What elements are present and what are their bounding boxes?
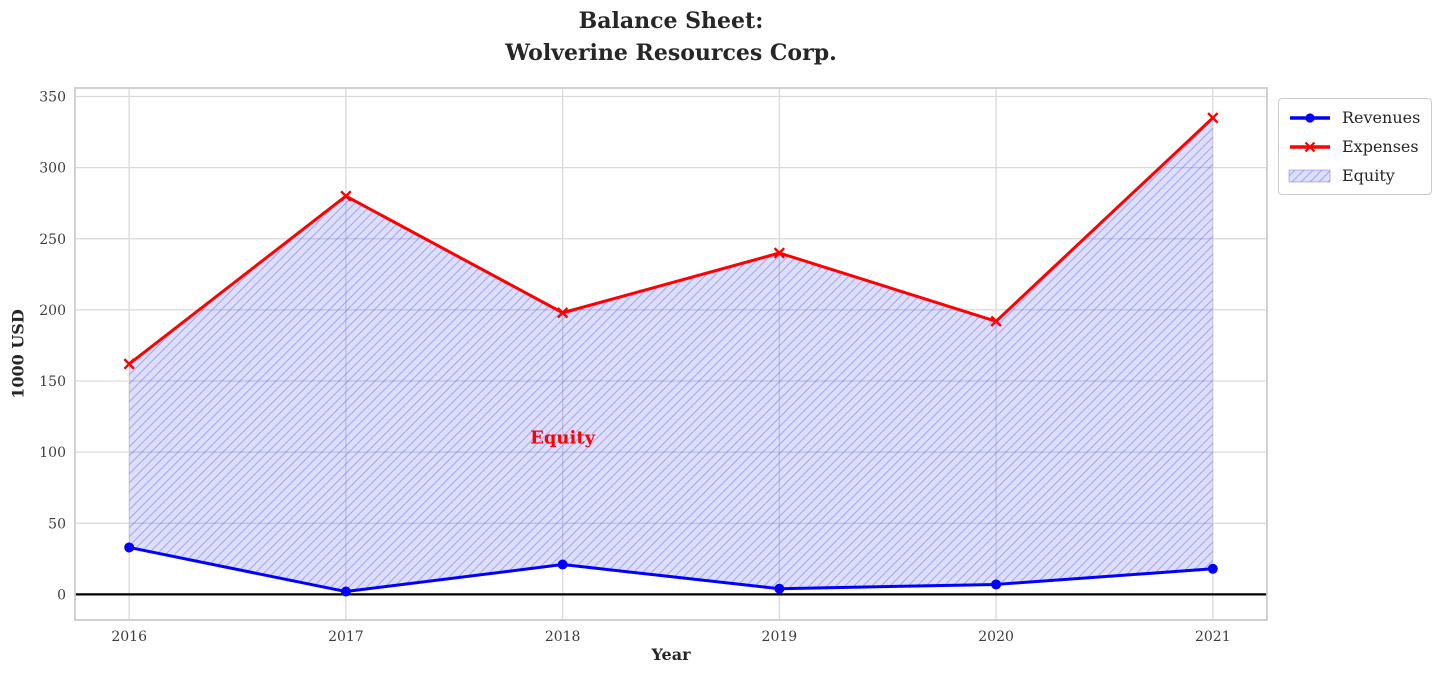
- y-tick-label: 100: [39, 445, 66, 461]
- equity-area: [129, 117, 1213, 592]
- y-tick-label: 50: [48, 516, 66, 532]
- revenues-line: [128, 545, 1213, 594]
- x-axis-label: Year: [651, 645, 691, 664]
- equity-annotation: Equity: [530, 427, 596, 449]
- y-tick-label: 200: [39, 303, 66, 319]
- legend-label-revenues: Revenues: [1342, 108, 1421, 127]
- x-tick-label: 2018: [545, 629, 581, 645]
- y-tick-label: 250: [39, 232, 66, 248]
- x-tick-label: 2020: [978, 629, 1014, 645]
- x-tick-label: 2021: [1195, 629, 1231, 645]
- legend: Revenues Expenses Equity: [1278, 98, 1433, 195]
- revenues-markers: [124, 542, 1218, 597]
- legend-label-equity: Equity: [1342, 166, 1395, 185]
- legend-item-revenues: Revenues: [1288, 105, 1420, 130]
- chart-title: Balance Sheet: Wolverine Resources Corp.: [505, 8, 837, 66]
- y-tick-label: 0: [57, 587, 66, 603]
- tick-labels: 0 50 100 150 200 250 300 350 2016 2017 2018 2019 202…: [39, 90, 1230, 645]
- legend-item-equity: Equity: [1288, 163, 1420, 188]
- expenses-line: [128, 116, 1214, 366]
- revenues-line-icon: [1290, 112, 1330, 123]
- x-tick-label: 2019: [762, 629, 798, 645]
- plot-border: [74, 87, 1268, 621]
- expenses-line-icon: [1290, 141, 1330, 152]
- x-tick-label: 2016: [111, 629, 147, 645]
- y-tick-label: 350: [39, 90, 66, 106]
- expenses-markers: [123, 112, 1219, 370]
- legend-label-expenses: Expenses: [1342, 137, 1419, 156]
- legend-item-expenses: Expenses: [1288, 134, 1420, 159]
- x-tick-label: 2017: [328, 629, 364, 645]
- y-tick-label: 300: [39, 161, 66, 177]
- y-tick-label: 150: [39, 374, 66, 390]
- equity-patch-icon: [1288, 169, 1331, 182]
